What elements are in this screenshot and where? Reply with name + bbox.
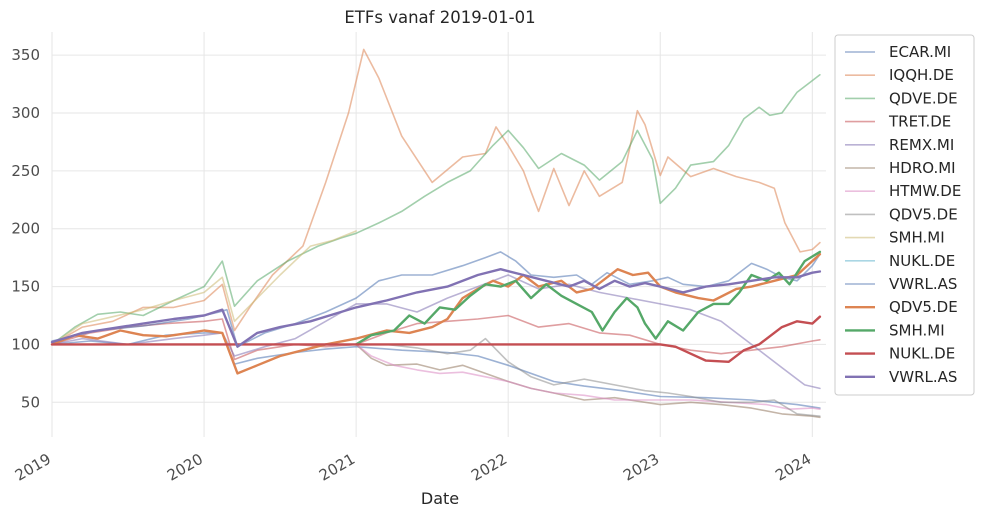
- legend-box: [834, 34, 975, 396]
- legend-entry-label: HDRO.MI: [889, 159, 956, 177]
- y-tick-labels: 50 100 150 200 250 300 350: [11, 46, 40, 411]
- x-tick-label: 2020: [164, 450, 206, 485]
- series-line-remx-mi: [51, 274, 821, 390]
- legend-entry-label: REMX.MI: [889, 136, 954, 154]
- series-line-smh-mi: [354, 250, 822, 346]
- y-tick-label: 50: [21, 393, 40, 411]
- x-tick-label: 2024: [772, 450, 814, 485]
- series-line-smh-mi: [51, 230, 357, 346]
- series-line-hdro-mi: [355, 343, 821, 419]
- y-tick-label: 350: [11, 46, 40, 64]
- legend[interactable]: ECAR.MI IQQH.DE QDVE.DE TRET.DE REMX.MI HDRO.…: [834, 34, 975, 396]
- legend-entry-label: QDVE.DE: [889, 89, 958, 107]
- series-line-vwrl-as: [50, 268, 822, 348]
- chart-title: ETFs vanaf 2019-01-01: [344, 8, 535, 27]
- legend-entry-label: IQQH.DE: [889, 66, 954, 84]
- legend-entry-label: SMH.MI: [889, 321, 945, 339]
- series-line-iqqh-de: [51, 48, 821, 346]
- y-tick-label: 300: [11, 104, 40, 122]
- y-tick-label: 200: [11, 220, 40, 238]
- series-line-qdv5-de: [50, 253, 822, 375]
- x-axis-label: Date: [421, 489, 459, 508]
- y-tick-label: 100: [11, 335, 40, 353]
- legend-entry-label: VWRL.AS: [889, 275, 957, 293]
- x-tick-label: 2021: [316, 450, 358, 485]
- legend-entry-label: VWRL.AS: [889, 368, 957, 386]
- legend-entry-label: HTMW.DE: [889, 182, 961, 200]
- x-tick-label: 2022: [468, 450, 510, 485]
- x-tick-label: 2023: [620, 450, 662, 485]
- series-line-nukl-de: [50, 315, 822, 363]
- x-tick-labels: 2019 2020 2021 2022 2023 2024: [12, 450, 814, 485]
- grid: [51, 32, 826, 437]
- series-line-tret-de: [51, 314, 821, 361]
- series-line-vwrl-as: [51, 251, 821, 348]
- y-tick-label: 150: [11, 278, 40, 296]
- y-tick-label: 250: [11, 162, 40, 180]
- series-lines: [50, 48, 822, 419]
- legend-entry-label: SMH.MI: [889, 229, 945, 247]
- series-line-htmw-de: [355, 343, 821, 410]
- legend-entry-label: QDV5.DE: [889, 205, 958, 223]
- legend-entry-label: NUKL.DE: [889, 345, 955, 363]
- series-line-qdv5-de: [355, 337, 821, 417]
- x-tick-label: 2019: [12, 450, 54, 485]
- legend-entry-label: QDV5.DE: [889, 298, 958, 316]
- series-line-qdve-de: [51, 74, 821, 346]
- legend-entry-label: ECAR.MI: [889, 43, 951, 61]
- legend-entry-label: NUKL.DE: [889, 252, 955, 270]
- legend-entry-label: TRET.DE: [888, 113, 951, 131]
